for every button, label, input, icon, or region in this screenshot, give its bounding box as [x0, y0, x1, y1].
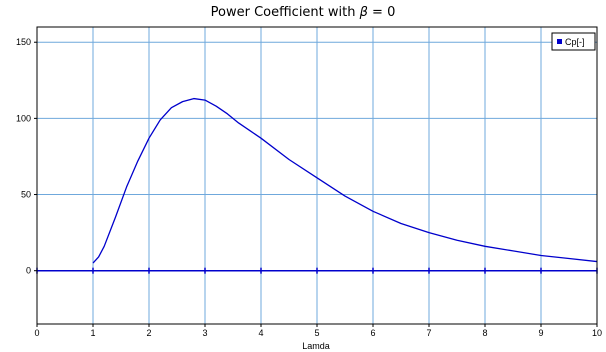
- y-tick-label-3: 150: [16, 37, 31, 47]
- x-tick-label-3: 3: [202, 328, 207, 338]
- y-tick-label-2: 100: [16, 113, 31, 123]
- x-tick-label-1: 1: [90, 328, 95, 338]
- legend-swatch: [557, 39, 562, 44]
- legend: Cp[-]: [551, 32, 596, 51]
- x-tick-label-10: 10: [592, 328, 602, 338]
- x-axis-label: Lamda: [302, 341, 330, 351]
- chart-title-prefix: Power Coefficient with: [211, 5, 360, 20]
- legend-box: [551, 32, 596, 51]
- x-tick-label-5: 5: [314, 328, 319, 338]
- y-tick-label-0: 0: [26, 266, 31, 276]
- legend-label: Cp[-]: [565, 37, 585, 47]
- chart-title: Power Coefficient with β = 0: [211, 5, 396, 20]
- y-tick-label-1: 50: [21, 190, 31, 200]
- series-group: [92, 97, 598, 264]
- x-tick-label-6: 6: [370, 328, 375, 338]
- x-tick-label-4: 4: [258, 328, 263, 338]
- x-tick-label-2: 2: [146, 328, 151, 338]
- x-tick-label-7: 7: [426, 328, 431, 338]
- x-tick-label-9: 9: [538, 328, 543, 338]
- x-axis-ticks: 0 1 2 3 4 5 6 7 8 9 10: [34, 324, 602, 338]
- x-tick-label-8: 8: [482, 328, 487, 338]
- x-tick-label-0: 0: [34, 328, 39, 338]
- series-line-0: [92, 97, 598, 264]
- chart-title-suffix: = 0: [368, 5, 395, 20]
- chart-title-symbol: β: [359, 5, 368, 20]
- y-axis-ticks: 0 50 100 150: [16, 37, 37, 276]
